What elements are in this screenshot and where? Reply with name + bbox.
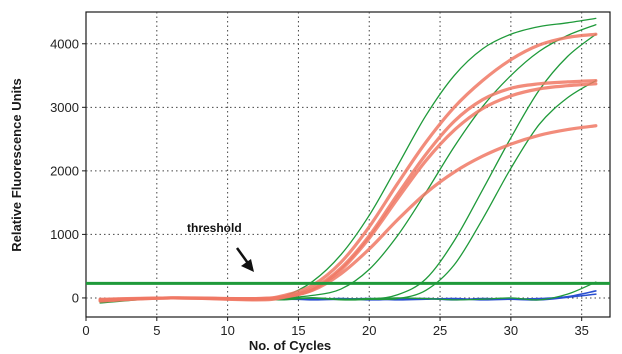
x-tick-label: 0 bbox=[82, 323, 89, 338]
x-tick-label: 10 bbox=[220, 323, 234, 338]
y-tick-label: 3000 bbox=[50, 100, 79, 115]
series-layer bbox=[98, 17, 598, 304]
y-axis-title: Relative Fluorescence Units bbox=[9, 78, 24, 251]
x-tick-label: 5 bbox=[153, 323, 160, 338]
threshold-label: threshold bbox=[187, 221, 242, 235]
y-tick-label: 0 bbox=[72, 290, 79, 305]
vertical-gridlines bbox=[156, 12, 583, 317]
x-axis-title: No. of Cycles bbox=[249, 338, 331, 353]
x-tick-label: 20 bbox=[362, 323, 376, 338]
threshold-arrow bbox=[235, 247, 254, 272]
x-tick-label: 25 bbox=[433, 323, 447, 338]
x-tick-label: 15 bbox=[291, 323, 305, 338]
y-axis-ticks: 0 1000 2000 3000 4000 bbox=[50, 36, 86, 305]
x-tick-label: 35 bbox=[574, 323, 588, 338]
x-tick-label: 30 bbox=[504, 323, 518, 338]
series-line-red-3 bbox=[98, 124, 598, 301]
horizontal-gridlines bbox=[86, 43, 610, 299]
y-tick-label: 2000 bbox=[50, 163, 79, 178]
y-tick-label: 1000 bbox=[50, 227, 79, 242]
y-tick-label: 4000 bbox=[50, 36, 79, 51]
x-axis-ticks: 0 5 10 15 20 25 30 35 bbox=[82, 317, 589, 338]
